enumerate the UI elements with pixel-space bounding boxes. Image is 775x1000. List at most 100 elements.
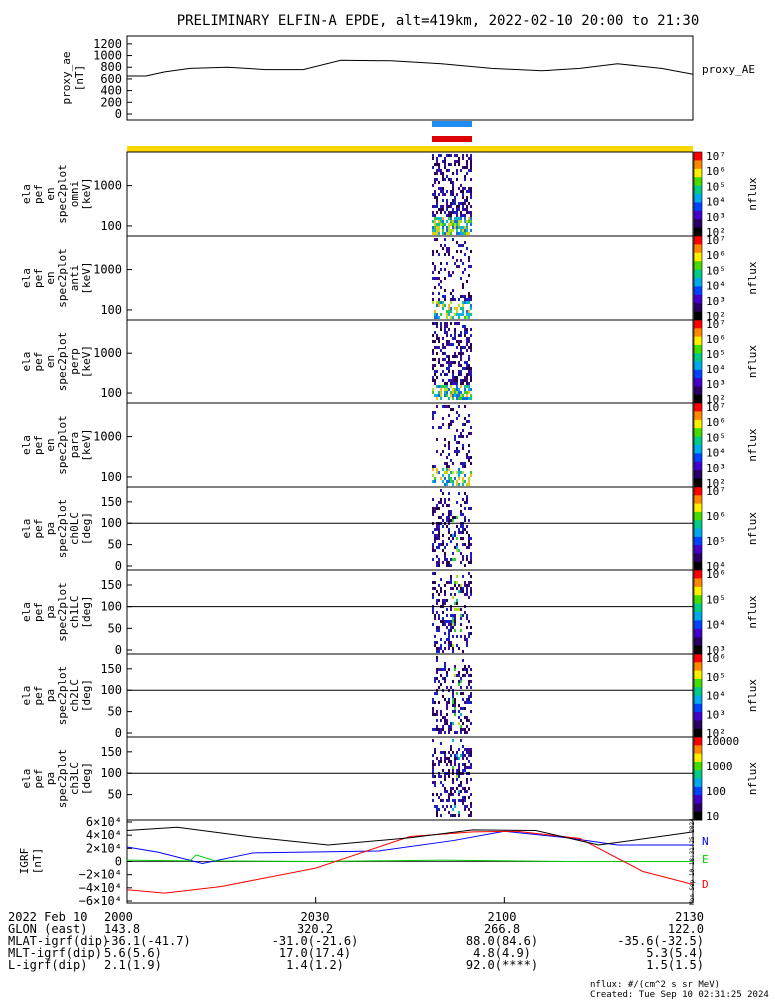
spectrogram-cell (468, 420, 470, 423)
spectrogram-cell (458, 435, 460, 438)
colorbar-tick-label: 10 (706, 810, 719, 823)
spectrogram-cell (448, 328, 450, 331)
spectrogram-cell (432, 166, 434, 169)
spectrogram-cell (436, 599, 438, 602)
spectrogram-cell (446, 608, 448, 611)
xaxis-row-label: L-igrf(dip) (8, 958, 87, 972)
colorbar-step (694, 609, 702, 613)
spectrogram-cell (442, 187, 444, 190)
spectrogram-cell (458, 391, 460, 394)
ylabel-line: pa (44, 522, 57, 535)
spectrogram-cell (458, 793, 460, 796)
spectrogram-cell (442, 599, 444, 602)
spectrogram-cell (442, 468, 444, 471)
spectrogram-cell (460, 462, 462, 465)
spectrogram-cell (466, 751, 468, 754)
colorbar-step (694, 470, 702, 473)
spectrogram-cell (470, 379, 472, 382)
colorbar-step (694, 707, 702, 711)
spectrogram-cell (438, 668, 440, 671)
spectrogram-cell (448, 480, 450, 483)
spectrogram-cell (458, 757, 460, 760)
spectrogram-cell (444, 716, 446, 719)
spectrogram-cell (432, 364, 434, 367)
spectrogram-cell (444, 790, 446, 793)
spectrogram-cell (460, 537, 462, 540)
spectrogram-cell (454, 391, 456, 394)
spectrogram-cell (436, 650, 438, 653)
spectrogram-cell (442, 364, 444, 367)
spectrogram-cell (454, 450, 456, 453)
colorbar-step (694, 680, 702, 684)
igrf-series-line (126, 854, 693, 863)
xaxis-row-value: 4.8(4.9) (473, 946, 531, 960)
spectrogram-cell (450, 379, 452, 382)
spectrogram-cell (460, 190, 462, 193)
spectrogram-cell (446, 199, 448, 202)
spectrogram-cell (450, 420, 452, 423)
xaxis-row-value: 2.1(1.9) (104, 958, 162, 972)
spectrogram-cell (468, 701, 470, 704)
footer-units: nflux: #/(cm^2 s sr MeV) (590, 980, 720, 990)
spectrogram-cell (454, 581, 456, 584)
spectrogram-cell (470, 190, 472, 193)
spectrogram-cell (460, 202, 462, 205)
spectrogram-cell (436, 232, 438, 235)
spectrogram-cell (448, 397, 450, 400)
spectrogram-cell (448, 343, 450, 346)
spectrogram-cell (456, 546, 458, 549)
spectrogram-cell (432, 349, 434, 352)
spectrogram-cell (448, 513, 450, 516)
spectrogram-cell (440, 760, 442, 763)
spectrogram-cell (464, 229, 466, 232)
colorbar-step (694, 455, 702, 459)
colorbar-label: nflux (746, 679, 759, 712)
spectrogram-cell (446, 763, 448, 766)
colorbar-tick-label: 100 (706, 785, 726, 798)
spectrogram-cell (446, 214, 448, 217)
colorbar-step (694, 292, 702, 296)
colorbar-tick-label: 10⁶ (706, 568, 726, 581)
spectrogram-cell (446, 229, 448, 232)
colorbar-step (694, 320, 702, 323)
spectrogram-cell (450, 361, 452, 364)
spectrogram-cell (438, 760, 440, 763)
spectrogram-cell (448, 405, 450, 408)
spectrogram-cell (466, 298, 468, 301)
spectrogram-cell (436, 507, 438, 510)
spectrogram-cell (448, 154, 450, 157)
colorbar-step (694, 540, 702, 544)
spectrogram-cell (446, 154, 448, 157)
spectrogram-cell (444, 778, 446, 781)
spectrogram-cell (442, 504, 444, 507)
spectrogram-cell (462, 745, 464, 748)
spectrogram-cell (460, 385, 462, 388)
colorbar-step (694, 716, 702, 719)
spectrogram-cell (436, 719, 438, 722)
spectrogram-cell (452, 238, 454, 241)
spectrogram-cell (450, 760, 452, 763)
spectrogram-cell (436, 525, 438, 528)
colorbar-step (694, 299, 702, 302)
spectrogram-cell (468, 683, 470, 686)
spectrogram-cell (436, 814, 438, 817)
colorbar-step (694, 480, 702, 484)
spectrogram-cell (438, 169, 440, 172)
spectrogram-cell (454, 546, 456, 549)
spectrogram-cell (440, 268, 442, 271)
spectrogram-cell (438, 614, 440, 617)
spectrogram-cell (448, 793, 450, 796)
spectrogram-cell (468, 546, 470, 549)
spectrogram-cell (460, 397, 462, 400)
spectrogram-cell (468, 444, 470, 447)
spectrogram-cell (446, 471, 448, 474)
colorbar-step (694, 595, 702, 598)
spectrogram-cell (470, 674, 472, 677)
colorbar-step (694, 532, 702, 536)
spectrogram-cell (462, 262, 464, 265)
spectrogram-cell (462, 614, 464, 617)
spectrogram-cell (432, 769, 434, 772)
spectrogram-cell (450, 564, 452, 567)
igrf-ytick-label: 0 (115, 855, 122, 869)
spectrogram-cell (436, 450, 438, 453)
